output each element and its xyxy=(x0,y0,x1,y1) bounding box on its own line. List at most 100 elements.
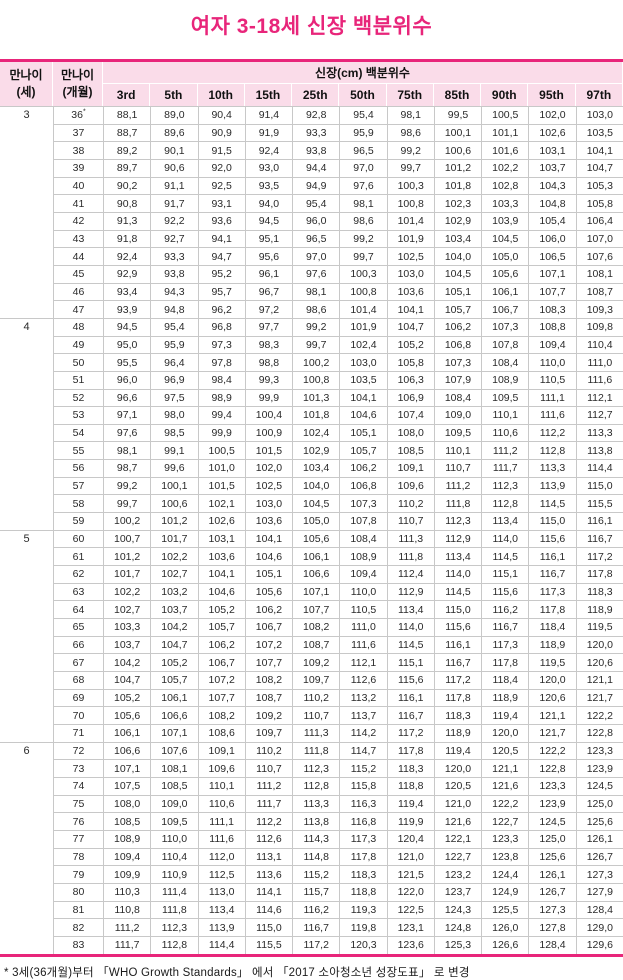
height-value-cell: 105,0 xyxy=(292,512,340,530)
height-value-cell: 104,6 xyxy=(197,582,245,601)
height-value-cell: 121,1 xyxy=(575,671,623,689)
height-value-cell: 109,4 xyxy=(528,335,576,354)
table-row: 3 36* 88,1 89,0 90,4 91,4 92,8 95,4 98,1 99,5 100,… xyxy=(0,106,623,124)
height-value-cell: 120,4 xyxy=(386,829,434,848)
height-value-cell: 115,6 xyxy=(528,529,576,548)
height-value-cell: 90,2 xyxy=(103,176,151,195)
height-value-cell: 112,3 xyxy=(481,476,529,495)
height-value-cell: 99,5 xyxy=(433,106,482,124)
height-value-cell: 115,1 xyxy=(481,565,529,583)
age-months-cell: 46 xyxy=(53,282,103,301)
height-value-cell: 109,6 xyxy=(197,759,245,777)
age-months-cell: 83 xyxy=(53,935,103,954)
height-value-cell: 114,4 xyxy=(197,935,245,954)
height-value-cell: 101,1 xyxy=(481,123,529,142)
age-months-cell: 40 xyxy=(53,176,103,195)
height-value-cell: 107,5 xyxy=(103,776,151,795)
height-value-cell: 109,1 xyxy=(386,459,434,477)
table-row: 75 108,0 109,0 110,6 111,7 113,3 116,3 119,4 121… xyxy=(0,794,623,813)
height-value-cell: 111,0 xyxy=(339,618,387,636)
height-value-cell: 98,5 xyxy=(150,423,198,442)
height-value-cell: 110,2 xyxy=(386,494,434,513)
height-value-cell: 99,9 xyxy=(244,388,293,407)
height-value-cell: 125,0 xyxy=(528,829,576,848)
height-value-cell: 93,4 xyxy=(103,282,151,301)
height-value-cell: 117,3 xyxy=(528,582,576,601)
height-value-cell: 113,4 xyxy=(197,900,245,919)
table-row: 47 93,9 94,8 96,2 97,2 98,6 101,4 104,1 105,7 106… xyxy=(0,300,623,318)
table-row: 37 88,7 89,6 90,9 91,9 93,3 95,9 98,6 100,1 101,1… xyxy=(0,123,623,142)
height-value-cell: 122,2 xyxy=(481,794,529,813)
height-value-cell: 90,8 xyxy=(103,194,151,212)
height-value-cell: 110,7 xyxy=(292,706,340,724)
height-value-cell: 104,7 xyxy=(575,158,623,177)
height-value-cell: 105,8 xyxy=(386,353,434,371)
height-value-cell: 109,5 xyxy=(433,423,482,442)
height-value-cell: 115,1 xyxy=(386,653,434,671)
height-value-cell: 108,2 xyxy=(244,671,293,689)
height-value-cell: 109,5 xyxy=(150,812,198,830)
height-value-cell: 102,2 xyxy=(481,158,529,177)
age-months-cell: 43 xyxy=(53,229,103,248)
height-value-cell: 97,0 xyxy=(292,247,340,265)
height-value-cell: 110,2 xyxy=(244,741,293,760)
height-value-cell: 116,7 xyxy=(481,618,529,636)
height-value-cell: 88,1 xyxy=(103,106,151,124)
age-months-cell: 38 xyxy=(53,141,103,159)
height-value-cell: 95,4 xyxy=(292,194,340,212)
height-value-cell: 108,6 xyxy=(197,723,245,742)
height-value-cell: 122,7 xyxy=(433,847,482,866)
height-value-cell: 118,4 xyxy=(481,671,529,689)
table-row: 82 111,2 112,3 113,9 115,0 116,7 119,8 123,1 124… xyxy=(0,918,623,936)
height-value-cell: 122,2 xyxy=(575,706,623,724)
height-value-cell: 103,9 xyxy=(481,211,529,230)
height-value-cell: 124,5 xyxy=(528,812,576,830)
height-value-cell: 110,8 xyxy=(103,900,151,919)
height-value-cell: 113,9 xyxy=(197,918,245,936)
height-value-cell: 104,0 xyxy=(433,247,482,265)
height-value-cell: 110,2 xyxy=(292,688,340,707)
height-value-cell: 102,9 xyxy=(433,211,482,230)
height-value-cell: 95,4 xyxy=(339,106,387,124)
height-value-cell: 104,1 xyxy=(244,529,293,548)
age-months-cell: 50 xyxy=(53,353,103,371)
height-value-cell: 102,5 xyxy=(244,476,293,495)
height-value-cell: 91,1 xyxy=(150,176,198,195)
height-value-cell: 105,2 xyxy=(103,688,151,707)
table-row: 80 110,3 111,4 113,0 114,1 115,7 118,8 122,0 123… xyxy=(0,882,623,901)
height-value-cell: 107,6 xyxy=(575,247,623,265)
height-value-cell: 103,1 xyxy=(197,529,245,548)
height-value-cell: 124,5 xyxy=(575,776,623,795)
height-value-cell: 107,3 xyxy=(481,317,529,336)
height-value-cell: 121,6 xyxy=(481,776,529,795)
height-value-cell: 101,8 xyxy=(292,406,340,424)
height-value-cell: 98,3 xyxy=(244,335,293,354)
height-value-cell: 92,5 xyxy=(197,176,245,195)
height-value-cell: 104,8 xyxy=(528,194,576,212)
percentile-header-cell: 3rd xyxy=(103,84,151,106)
height-value-cell: 98,9 xyxy=(197,388,245,407)
age-months-cell: 76 xyxy=(53,812,103,830)
height-value-cell: 93,8 xyxy=(150,264,198,283)
table-row: 59 100,2 101,2 102,6 103,6 105,0 107,8 110,7 112… xyxy=(0,512,623,530)
height-value-cell: 104,1 xyxy=(197,565,245,583)
height-value-cell: 99,9 xyxy=(197,423,245,442)
height-value-cell: 108,0 xyxy=(103,794,151,813)
table-row: 73 107,1 108,1 109,6 110,7 112,3 115,2 118,3 120… xyxy=(0,759,623,777)
height-value-cell: 111,2 xyxy=(244,776,293,795)
height-value-cell: 89,0 xyxy=(150,106,198,124)
height-value-cell: 105,6 xyxy=(103,706,151,724)
height-value-cell: 94,5 xyxy=(244,211,293,230)
height-value-cell: 108,0 xyxy=(386,423,434,442)
height-value-cell: 97,6 xyxy=(292,264,340,283)
age-months-cell: 39 xyxy=(53,158,103,177)
height-value-cell: 118,4 xyxy=(528,618,576,636)
height-value-cell: 118,3 xyxy=(433,706,482,724)
height-value-cell: 107,7 xyxy=(292,600,340,619)
height-value-cell: 90,6 xyxy=(150,158,198,177)
height-value-cell: 111,6 xyxy=(197,829,245,848)
height-value-cell: 127,3 xyxy=(575,865,623,883)
height-value-cell: 102,6 xyxy=(528,123,576,142)
height-value-cell: 117,8 xyxy=(339,847,387,866)
height-value-cell: 111,6 xyxy=(339,635,387,654)
